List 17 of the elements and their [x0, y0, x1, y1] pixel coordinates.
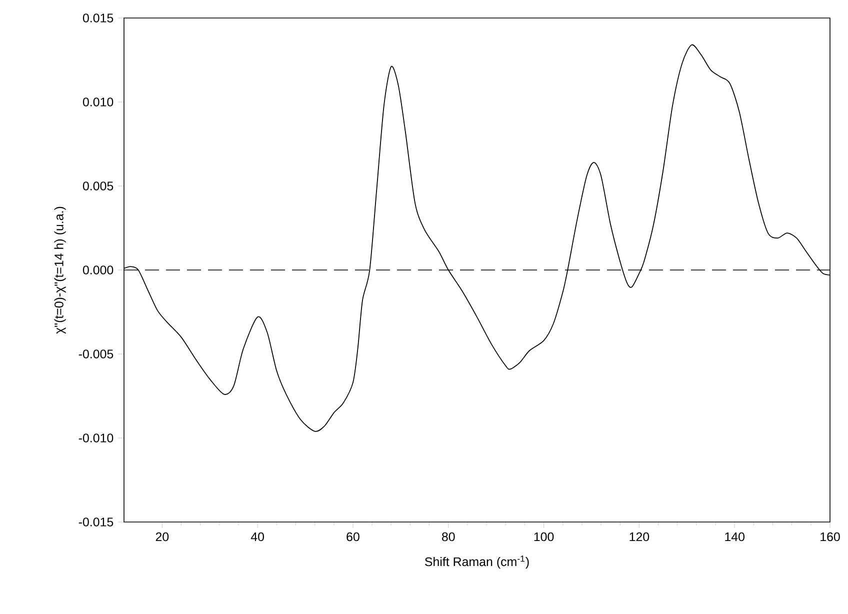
x-tick-label: 160 [820, 532, 840, 542]
y-tick-label: 0.010 [82, 98, 114, 106]
x-tick-label: 140 [725, 532, 744, 542]
x-tick-label: 100 [534, 532, 554, 542]
x-axis-title: Shift Raman (cm$^{-1}$) [425, 556, 529, 569]
y-tick-label: 0.000 [82, 266, 114, 274]
x-tick-label: 20 [156, 532, 169, 542]
y-tick-label: -0.010 [78, 434, 114, 442]
y-tick-label: 0.005 [82, 182, 114, 190]
y-tick-label: -0.015 [78, 518, 114, 526]
x-tick-label: 60 [346, 532, 360, 542]
y-tick-label: 0.015 [82, 14, 114, 22]
y-axis-title: χ"(t=0)-χ"(t=14 h) (u.a.) [54, 206, 66, 334]
x-tick-label: 40 [250, 532, 264, 542]
x-tick-label: 80 [442, 532, 455, 542]
x-tick-label: 120 [630, 532, 650, 542]
y-tick-label: -0.005 [78, 350, 114, 358]
